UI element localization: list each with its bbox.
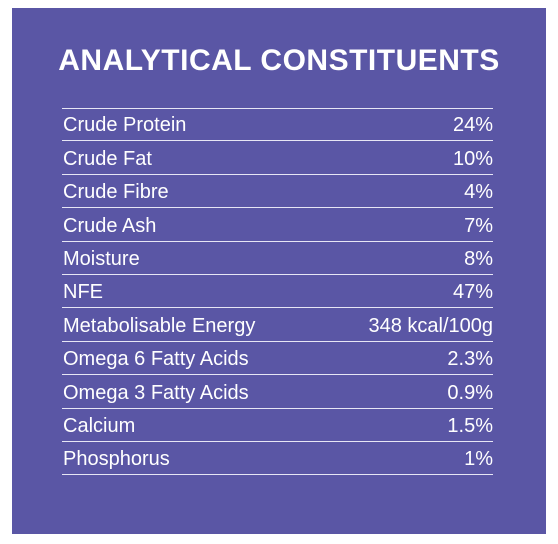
constituent-label: Crude Ash xyxy=(63,214,157,237)
constituent-label: Crude Fat xyxy=(63,147,152,170)
table-row: Omega 6 Fatty Acids 2.3% xyxy=(62,342,493,376)
constituent-value: 47% xyxy=(452,281,493,304)
constituents-panel xyxy=(12,8,546,534)
constituent-label: NFE xyxy=(63,281,103,304)
table-row: Moisture 8% xyxy=(62,242,493,275)
constituent-label: Metabolisable Energy xyxy=(63,314,256,337)
constituent-label: Crude Fibre xyxy=(63,181,169,204)
constituent-value: 0.9% xyxy=(447,381,493,404)
constituent-label: Moisture xyxy=(63,247,140,270)
constituent-label: Phosphorus xyxy=(63,448,170,471)
constituent-value: 7% xyxy=(464,214,493,237)
table-row: Crude Ash 7% xyxy=(62,208,493,242)
constituent-label: Omega 3 Fatty Acids xyxy=(63,381,249,404)
constituent-label: Omega 6 Fatty Acids xyxy=(63,348,249,371)
table-row: Metabolisable Energy 348 kcal/100g xyxy=(62,308,493,342)
constituent-value: 1.5% xyxy=(447,414,493,437)
constituent-value: 4% xyxy=(464,181,493,204)
constituents-table: Crude Protein 24% Crude Fat 10% Crude Fi… xyxy=(62,108,493,476)
constituent-label: Calcium xyxy=(63,414,136,437)
table-row: Phosphorus 1% xyxy=(62,442,493,476)
constituent-value: 8% xyxy=(464,247,493,270)
constituent-value: 1% xyxy=(464,448,493,471)
table-row: Crude Fibre 4% xyxy=(62,175,493,209)
table-row: NFE 47% xyxy=(62,275,493,309)
constituent-label: Crude Protein xyxy=(63,114,187,137)
table-row: Omega 3 Fatty Acids 0.9% xyxy=(62,375,493,409)
constituent-value: 348 kcal/100g xyxy=(368,314,493,337)
constituent-value: 24% xyxy=(452,114,493,137)
table-row: Calcium 1.5% xyxy=(62,409,493,442)
table-row: Crude Protein 24% xyxy=(62,108,493,142)
panel-title: ANALYTICAL CONSTITUENTS xyxy=(58,44,500,77)
table-row: Crude Fat 10% xyxy=(62,141,493,175)
constituent-value: 10% xyxy=(452,147,493,170)
constituent-value: 2.3% xyxy=(447,348,493,371)
